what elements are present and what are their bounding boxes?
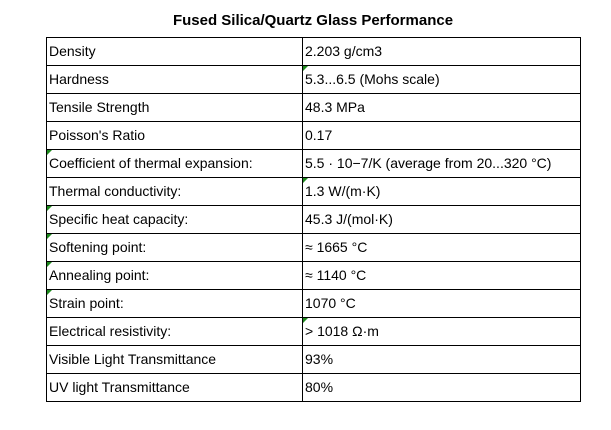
- table-row: Hardness 5.3...6.5 (Mohs scale): [46, 65, 581, 94]
- property-cell[interactable]: Hardness: [46, 65, 303, 94]
- value-cell[interactable]: 1.3 W/(m·K): [302, 177, 581, 206]
- table-row: Strain point: 1070 °C: [46, 289, 581, 318]
- property-cell[interactable]: Visible Light Transmittance: [46, 345, 303, 374]
- property-cell[interactable]: Annealing point:: [46, 261, 303, 290]
- table-row: Specific heat capacity: 45.3 J/(mol·K): [46, 205, 581, 234]
- table-row: Density 2.203 g/cm3: [46, 37, 581, 66]
- table-row: Tensile Strength 48.3 MPa: [46, 93, 581, 122]
- value-cell[interactable]: ≈ 1140 °C: [302, 261, 581, 290]
- property-cell[interactable]: Poisson's Ratio: [46, 121, 303, 150]
- value-cell[interactable]: 93%: [302, 345, 581, 374]
- property-cell[interactable]: Strain point:: [46, 289, 303, 318]
- table-row: UV light Transmittance 80%: [46, 373, 581, 402]
- property-cell[interactable]: Specific heat capacity:: [46, 205, 303, 234]
- property-cell[interactable]: Thermal conductivity:: [46, 177, 303, 206]
- value-cell[interactable]: 1070 °C: [302, 289, 581, 318]
- table-title: Fused Silica/Quartz Glass Performance: [172, 12, 454, 29]
- value-cell[interactable]: ≈ 1665 °C: [302, 233, 581, 262]
- table-row: Thermal conductivity: 1.3 W/(m·K): [46, 177, 581, 206]
- value-cell[interactable]: 0.17: [302, 121, 581, 150]
- value-cell[interactable]: 45.3 J/(mol·K): [302, 205, 581, 234]
- table-row: Coefficient of thermal expansion: 5.5 · …: [46, 149, 581, 178]
- value-cell[interactable]: 48.3 MPa: [302, 93, 581, 122]
- property-cell[interactable]: Tensile Strength: [46, 93, 303, 122]
- property-cell[interactable]: Electrical resistivity:: [46, 317, 303, 346]
- property-cell[interactable]: Softening point:: [46, 233, 303, 262]
- value-cell[interactable]: 80%: [302, 373, 581, 402]
- value-cell[interactable]: > 1018 Ω·m: [302, 317, 581, 346]
- table-row: Poisson's Ratio 0.17: [46, 121, 581, 150]
- property-cell[interactable]: UV light Transmittance: [46, 373, 303, 402]
- properties-table: Density 2.203 g/cm3 Hardness 5.3...6.5 (…: [46, 37, 581, 402]
- value-cell[interactable]: 5.3...6.5 (Mohs scale): [302, 65, 581, 94]
- value-cell[interactable]: 2.203 g/cm3: [302, 37, 581, 66]
- table-row: Visible Light Transmittance 93%: [46, 345, 581, 374]
- table-row: Softening point: ≈ 1665 °C: [46, 233, 581, 262]
- table-row: Electrical resistivity: > 1018 Ω·m: [46, 317, 581, 346]
- value-cell[interactable]: 5.5 · 10−7/K (average from 20...320 °C): [302, 149, 581, 178]
- property-cell[interactable]: Coefficient of thermal expansion:: [46, 149, 303, 178]
- property-cell[interactable]: Density: [46, 37, 303, 66]
- table-row: Annealing point: ≈ 1140 °C: [46, 261, 581, 290]
